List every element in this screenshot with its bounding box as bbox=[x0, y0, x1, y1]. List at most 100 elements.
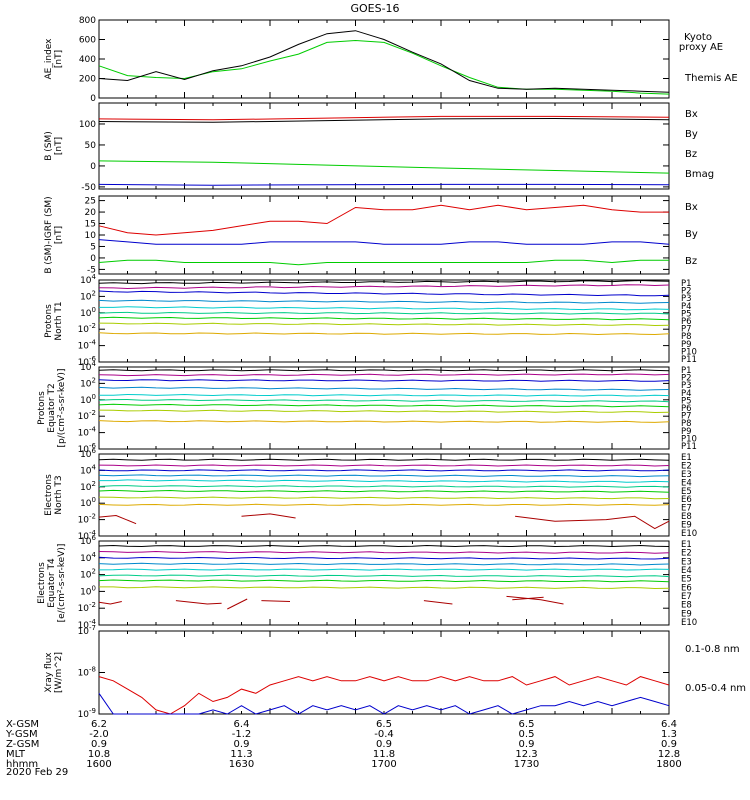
panel-frame bbox=[98, 102, 670, 190]
legend-e9: E9 bbox=[681, 521, 692, 531]
footer-value: 0.9 bbox=[234, 739, 250, 750]
footer-value: 1630 bbox=[229, 759, 254, 770]
legend-e2: E2 bbox=[681, 549, 692, 559]
channel-2-line bbox=[98, 373, 670, 377]
channel-6-line bbox=[98, 398, 670, 403]
footer-value: 6.4 bbox=[661, 719, 677, 730]
legend-e8: E8 bbox=[681, 601, 692, 611]
y-axis-label: North T3 bbox=[54, 475, 64, 514]
y-tick-label: -5 bbox=[87, 265, 96, 275]
channel-2-line bbox=[98, 464, 670, 467]
channel-4-line bbox=[98, 562, 670, 566]
legend-e3: E3 bbox=[681, 470, 692, 480]
y-tick-label: 102 bbox=[80, 480, 96, 493]
channel-9-line bbox=[98, 420, 670, 423]
series-kyoto-proxy-ae bbox=[98, 39, 670, 95]
channel-5-line bbox=[98, 393, 670, 397]
y-tick-label: 100 bbox=[80, 496, 96, 509]
legend-p4: P4 bbox=[681, 302, 692, 312]
y-axis-label: AE_index bbox=[44, 38, 54, 80]
legend-bx: Bx bbox=[685, 109, 698, 120]
channel-2-line bbox=[98, 550, 670, 554]
footer-value: 0.5 bbox=[519, 729, 535, 740]
y-tick-label: 10-2 bbox=[78, 513, 96, 526]
footer-value: 1600 bbox=[86, 759, 111, 770]
channel-2-line bbox=[98, 284, 670, 290]
y-axis-label: North T1 bbox=[54, 301, 64, 340]
legend-e9: E9 bbox=[681, 609, 692, 619]
y-tick-label: 10-4 bbox=[78, 426, 97, 439]
footer-value: -2.0 bbox=[89, 729, 109, 740]
footer-label-z-gsm: Z-GSM bbox=[6, 739, 39, 750]
y-axis-label: Xray flux bbox=[44, 652, 54, 693]
footer-value: 0.9 bbox=[376, 739, 392, 750]
panel-frame bbox=[98, 19, 670, 99]
y-axis-label: [W/m^2] bbox=[54, 652, 64, 693]
footer-label-hhmm: hhmm bbox=[6, 759, 38, 770]
series-0-1-0-8-nm bbox=[98, 676, 670, 715]
footer-value: 1700 bbox=[371, 759, 396, 770]
legend-p10: P10 bbox=[681, 347, 697, 357]
channel-1-line bbox=[98, 369, 670, 372]
legend-p1: P1 bbox=[681, 279, 692, 289]
channel-8-line bbox=[99, 586, 670, 590]
series-by bbox=[98, 259, 669, 266]
y-axis-label: Electrons bbox=[44, 474, 54, 516]
y-tick-label: 0 bbox=[90, 162, 96, 172]
legend-e6: E6 bbox=[681, 583, 692, 593]
channel-fragment bbox=[423, 600, 453, 605]
series-bx bbox=[98, 239, 670, 245]
legend-p4: P4 bbox=[681, 389, 692, 399]
footer-value: 6.5 bbox=[519, 719, 535, 730]
y-tick-label: 100 bbox=[80, 306, 96, 319]
channel-9-line bbox=[98, 503, 670, 506]
y-tick-label: 0 bbox=[90, 254, 96, 264]
y-axis-label: [e/(cm²-s-sr-keV)] bbox=[57, 544, 67, 623]
footer-date: 2020 Feb 29 bbox=[6, 767, 68, 778]
channel-3-line bbox=[98, 556, 670, 560]
legend-p2: P2 bbox=[681, 374, 692, 384]
channel-fragment bbox=[515, 515, 670, 530]
y-tick-label: -50 bbox=[81, 183, 96, 193]
legend-p8: P8 bbox=[681, 332, 692, 342]
channel-8-line bbox=[98, 409, 670, 414]
panel-frame bbox=[98, 366, 670, 450]
legend-p5: P5 bbox=[681, 396, 692, 406]
legend-e7: E7 bbox=[681, 592, 692, 602]
channel-5-line bbox=[99, 306, 670, 311]
channel-8-line bbox=[98, 496, 670, 500]
y-axis-label: Protons bbox=[37, 391, 47, 425]
y-tick-label: 100 bbox=[80, 393, 96, 406]
legend-e8: E8 bbox=[681, 512, 692, 522]
y-tick-label: 0 bbox=[90, 94, 96, 104]
legend-p3: P3 bbox=[681, 294, 692, 304]
series-bmag bbox=[98, 117, 670, 123]
legend-p9: P9 bbox=[681, 340, 692, 350]
legend-bx: Bx bbox=[685, 202, 698, 213]
legend-e1: E1 bbox=[681, 453, 692, 463]
series-themis-ae bbox=[98, 30, 670, 93]
channel-6-line bbox=[98, 485, 670, 488]
legend-p10: P10 bbox=[681, 434, 697, 444]
y-tick-label: 5 bbox=[90, 242, 96, 252]
channel-1-line bbox=[98, 544, 670, 548]
legend-e10: E10 bbox=[681, 529, 697, 539]
channel-7-line bbox=[98, 316, 670, 321]
channel-5-line bbox=[99, 479, 670, 483]
legend-e5: E5 bbox=[681, 487, 692, 497]
panel-frame bbox=[98, 540, 670, 626]
footer-value: 11.3 bbox=[230, 749, 252, 760]
legend-kyoto: Kyoto bbox=[684, 32, 712, 43]
legend-e1: E1 bbox=[681, 540, 692, 550]
channel-6-line bbox=[98, 574, 670, 578]
legend-e3: E3 bbox=[681, 557, 692, 567]
legend-proxy-ae: proxy AE bbox=[679, 42, 723, 53]
legend-by: By bbox=[685, 229, 698, 240]
footer-value: 12.8 bbox=[658, 749, 680, 760]
y-tick-label: 104 bbox=[80, 463, 96, 476]
legend-p5: P5 bbox=[681, 309, 692, 319]
legend-p2: P2 bbox=[681, 287, 692, 297]
legend-p6: P6 bbox=[681, 317, 692, 327]
y-tick-label: 25 bbox=[85, 197, 96, 207]
